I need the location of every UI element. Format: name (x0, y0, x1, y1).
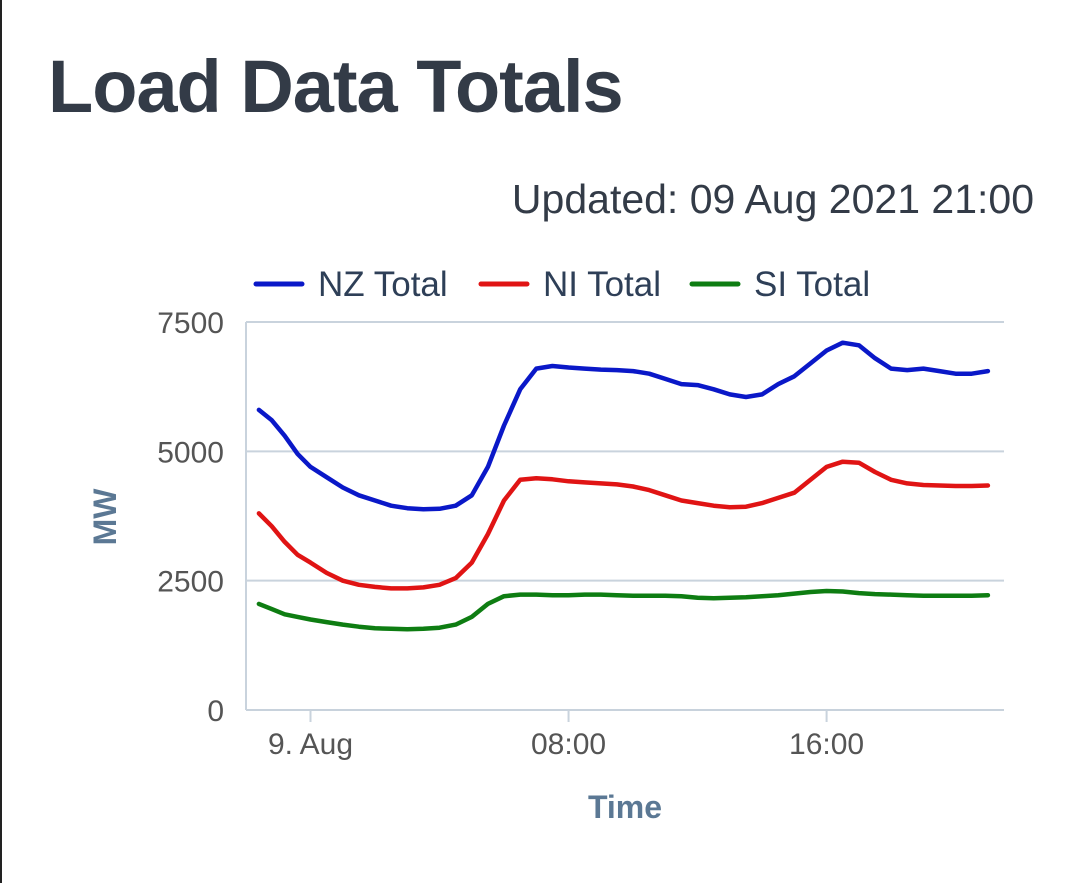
grid-lines (245, 321, 1004, 711)
x-axis-ticks: 9. Aug 08:00 16:00 (268, 710, 864, 761)
x-tick-label: 08:00 (531, 728, 606, 761)
legend-item-si-total[interactable]: SI Total (689, 265, 870, 304)
series-group (256, 340, 991, 632)
y-tick-label: 0 (207, 695, 224, 728)
legend-label: SI Total (754, 265, 870, 304)
y-tick-label: 2500 (157, 566, 224, 599)
legend[interactable]: NZ Total NI Total SI Total (253, 265, 870, 304)
left-border (0, 0, 2, 883)
y-axis-title: MW (87, 488, 123, 546)
updated-timestamp: Updated: 09 Aug 2021 21:00 (511, 176, 1034, 222)
series-line-si-total[interactable] (256, 588, 991, 632)
y-tick-label: 7500 (157, 307, 224, 340)
x-axis-title: Time (588, 789, 662, 825)
x-tick-label: 16:00 (789, 728, 864, 761)
series-line-ni-total[interactable] (256, 459, 991, 591)
legend-label: NI Total (543, 265, 661, 304)
legend-label: NZ Total (318, 265, 448, 304)
y-tick-label: 5000 (157, 436, 224, 469)
legend-item-ni-total[interactable]: NI Total (478, 265, 661, 304)
page-title: Load Data Totals (48, 45, 624, 128)
series-line-nz-total[interactable] (256, 340, 991, 512)
y-axis-ticks: 0 2500 5000 7500 (157, 307, 224, 728)
legend-item-nz-total[interactable]: NZ Total (253, 265, 448, 304)
x-tick-label: 9. Aug (268, 728, 353, 761)
